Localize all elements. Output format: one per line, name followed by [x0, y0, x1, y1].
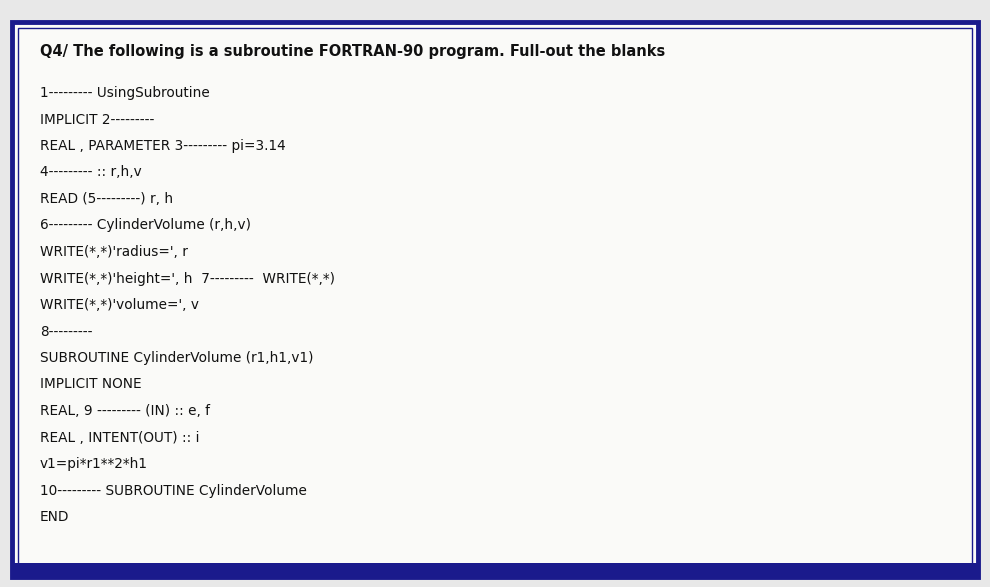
- Text: IMPLICIT 2---------: IMPLICIT 2---------: [40, 113, 154, 127]
- Text: IMPLICIT NONE: IMPLICIT NONE: [40, 377, 142, 392]
- Text: REAL , INTENT(OUT) :: i: REAL , INTENT(OUT) :: i: [40, 430, 200, 444]
- Text: 8---------: 8---------: [40, 325, 92, 339]
- Text: v1=pi*r1**2*h1: v1=pi*r1**2*h1: [40, 457, 148, 471]
- Text: Q4/ The following is a subroutine FORTRAN-90 program. Full-out the blanks: Q4/ The following is a subroutine FORTRA…: [40, 44, 665, 59]
- Text: WRITE(*,*)'volume=', v: WRITE(*,*)'volume=', v: [40, 298, 199, 312]
- Text: READ (5---------) r, h: READ (5---------) r, h: [40, 192, 173, 206]
- Text: WRITE(*,*)'height=', h  7---------  WRITE(*,*): WRITE(*,*)'height=', h 7--------- WRITE(…: [40, 272, 335, 285]
- Text: 4--------- :: r,h,v: 4--------- :: r,h,v: [40, 166, 142, 180]
- Text: END: END: [40, 510, 69, 524]
- Text: SUBROUTINE CylinderVolume (r1,h1,v1): SUBROUTINE CylinderVolume (r1,h1,v1): [40, 351, 314, 365]
- Text: REAL, 9 --------- (IN) :: e, f: REAL, 9 --------- (IN) :: e, f: [40, 404, 210, 418]
- Text: REAL , PARAMETER 3--------- pi=3.14: REAL , PARAMETER 3--------- pi=3.14: [40, 139, 286, 153]
- Text: 6--------- CylinderVolume (r,h,v): 6--------- CylinderVolume (r,h,v): [40, 218, 251, 232]
- Text: WRITE(*,*)'radius=', r: WRITE(*,*)'radius=', r: [40, 245, 188, 259]
- Text: 10--------- SUBROUTINE CylinderVolume: 10--------- SUBROUTINE CylinderVolume: [40, 484, 307, 498]
- Bar: [12, 563, 978, 577]
- Text: 1--------- UsingSubroutine: 1--------- UsingSubroutine: [40, 86, 210, 100]
